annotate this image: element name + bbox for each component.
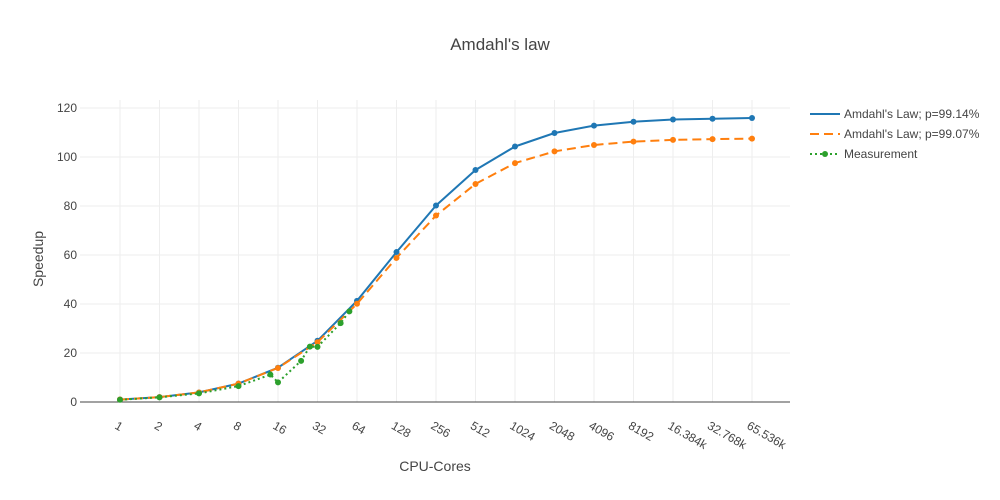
legend-item-0[interactable]: Amdahl's Law; p=99.14% [810, 107, 980, 121]
x-tick-label: 64 [350, 418, 369, 437]
data-point [156, 394, 163, 401]
x-tick-label: 32 [310, 418, 329, 437]
x-tick-label: 2 [152, 418, 165, 434]
x-tick-label: 4 [192, 418, 205, 434]
data-point [267, 371, 274, 378]
y-tick-label: 80 [64, 199, 78, 213]
series-layer [117, 115, 755, 403]
y-tick-label: 100 [57, 150, 77, 164]
y-tick-label: 60 [64, 248, 78, 262]
data-point [354, 300, 360, 307]
data-point [235, 383, 242, 390]
series-line [119, 310, 351, 401]
data-point [393, 249, 400, 256]
x-tick-label: 1 [113, 418, 126, 434]
data-point [117, 396, 123, 403]
x-tick-label: 128 [389, 418, 414, 440]
data-point [551, 129, 558, 136]
chart-title: Amdahl's law [450, 35, 550, 54]
data-point [749, 135, 755, 142]
data-point [630, 118, 637, 125]
legend[interactable]: Amdahl's Law; p=99.14% Amdahl's Law; p=99… [810, 107, 980, 161]
series-2 [117, 308, 353, 403]
data-point [275, 364, 281, 371]
x-tick-label: 16 [271, 418, 290, 437]
data-point [314, 343, 321, 350]
data-point [337, 320, 344, 327]
y-axis-title: Speedup [30, 231, 46, 287]
data-point [709, 115, 716, 122]
x-tick-label: 512 [468, 418, 493, 440]
x-axis-ticks: 1 2 4 8 16 32 64 128 256 512 1024 2048 4096 8192 16.38… [113, 418, 790, 452]
x-tick-label: 32.768k [705, 418, 750, 452]
data-point [670, 136, 676, 143]
data-point [196, 390, 202, 397]
legend-label: Measurement [844, 147, 918, 161]
x-axis-title: CPU-Cores [399, 458, 471, 474]
x-tick-label: 16.384k [666, 418, 711, 452]
x-tick-label: 65.536k [745, 418, 790, 452]
x-tick-label: 2048 [547, 418, 577, 444]
data-point [306, 343, 313, 350]
data-point [298, 357, 305, 364]
legend-marker [822, 151, 828, 157]
grid [80, 100, 790, 402]
data-point [314, 339, 321, 346]
data-point [472, 166, 479, 173]
data-point [709, 136, 716, 143]
data-point [346, 308, 353, 315]
data-point [433, 212, 439, 219]
x-tick-label: 1024 [508, 418, 538, 444]
data-point [512, 143, 518, 150]
data-point [749, 115, 755, 122]
x-tick-label: 4096 [587, 418, 617, 444]
data-point [393, 254, 400, 261]
y-axis-ticks: 0 20 40 60 80 100 120 [57, 101, 77, 409]
y-tick-label: 120 [57, 101, 77, 115]
data-point [275, 379, 281, 386]
data-point [472, 180, 479, 187]
x-tick-label: 256 [429, 418, 454, 440]
x-tick-label: 8 [231, 418, 244, 434]
data-point [591, 122, 597, 129]
legend-label: Amdahl's Law; p=99.07% [844, 127, 980, 141]
y-tick-label: 0 [70, 395, 77, 409]
data-point [630, 138, 637, 145]
legend-label: Amdahl's Law; p=99.14% [844, 107, 980, 121]
data-point [551, 148, 558, 155]
legend-item-2[interactable]: Measurement [810, 147, 918, 161]
y-tick-label: 40 [64, 297, 78, 311]
x-tick-label: 8192 [626, 418, 656, 444]
y-tick-label: 20 [64, 346, 78, 360]
legend-item-1[interactable]: Amdahl's Law; p=99.07% [810, 127, 980, 141]
data-point [433, 202, 439, 209]
data-point [591, 141, 597, 148]
data-point [670, 116, 676, 123]
data-point [512, 160, 518, 167]
